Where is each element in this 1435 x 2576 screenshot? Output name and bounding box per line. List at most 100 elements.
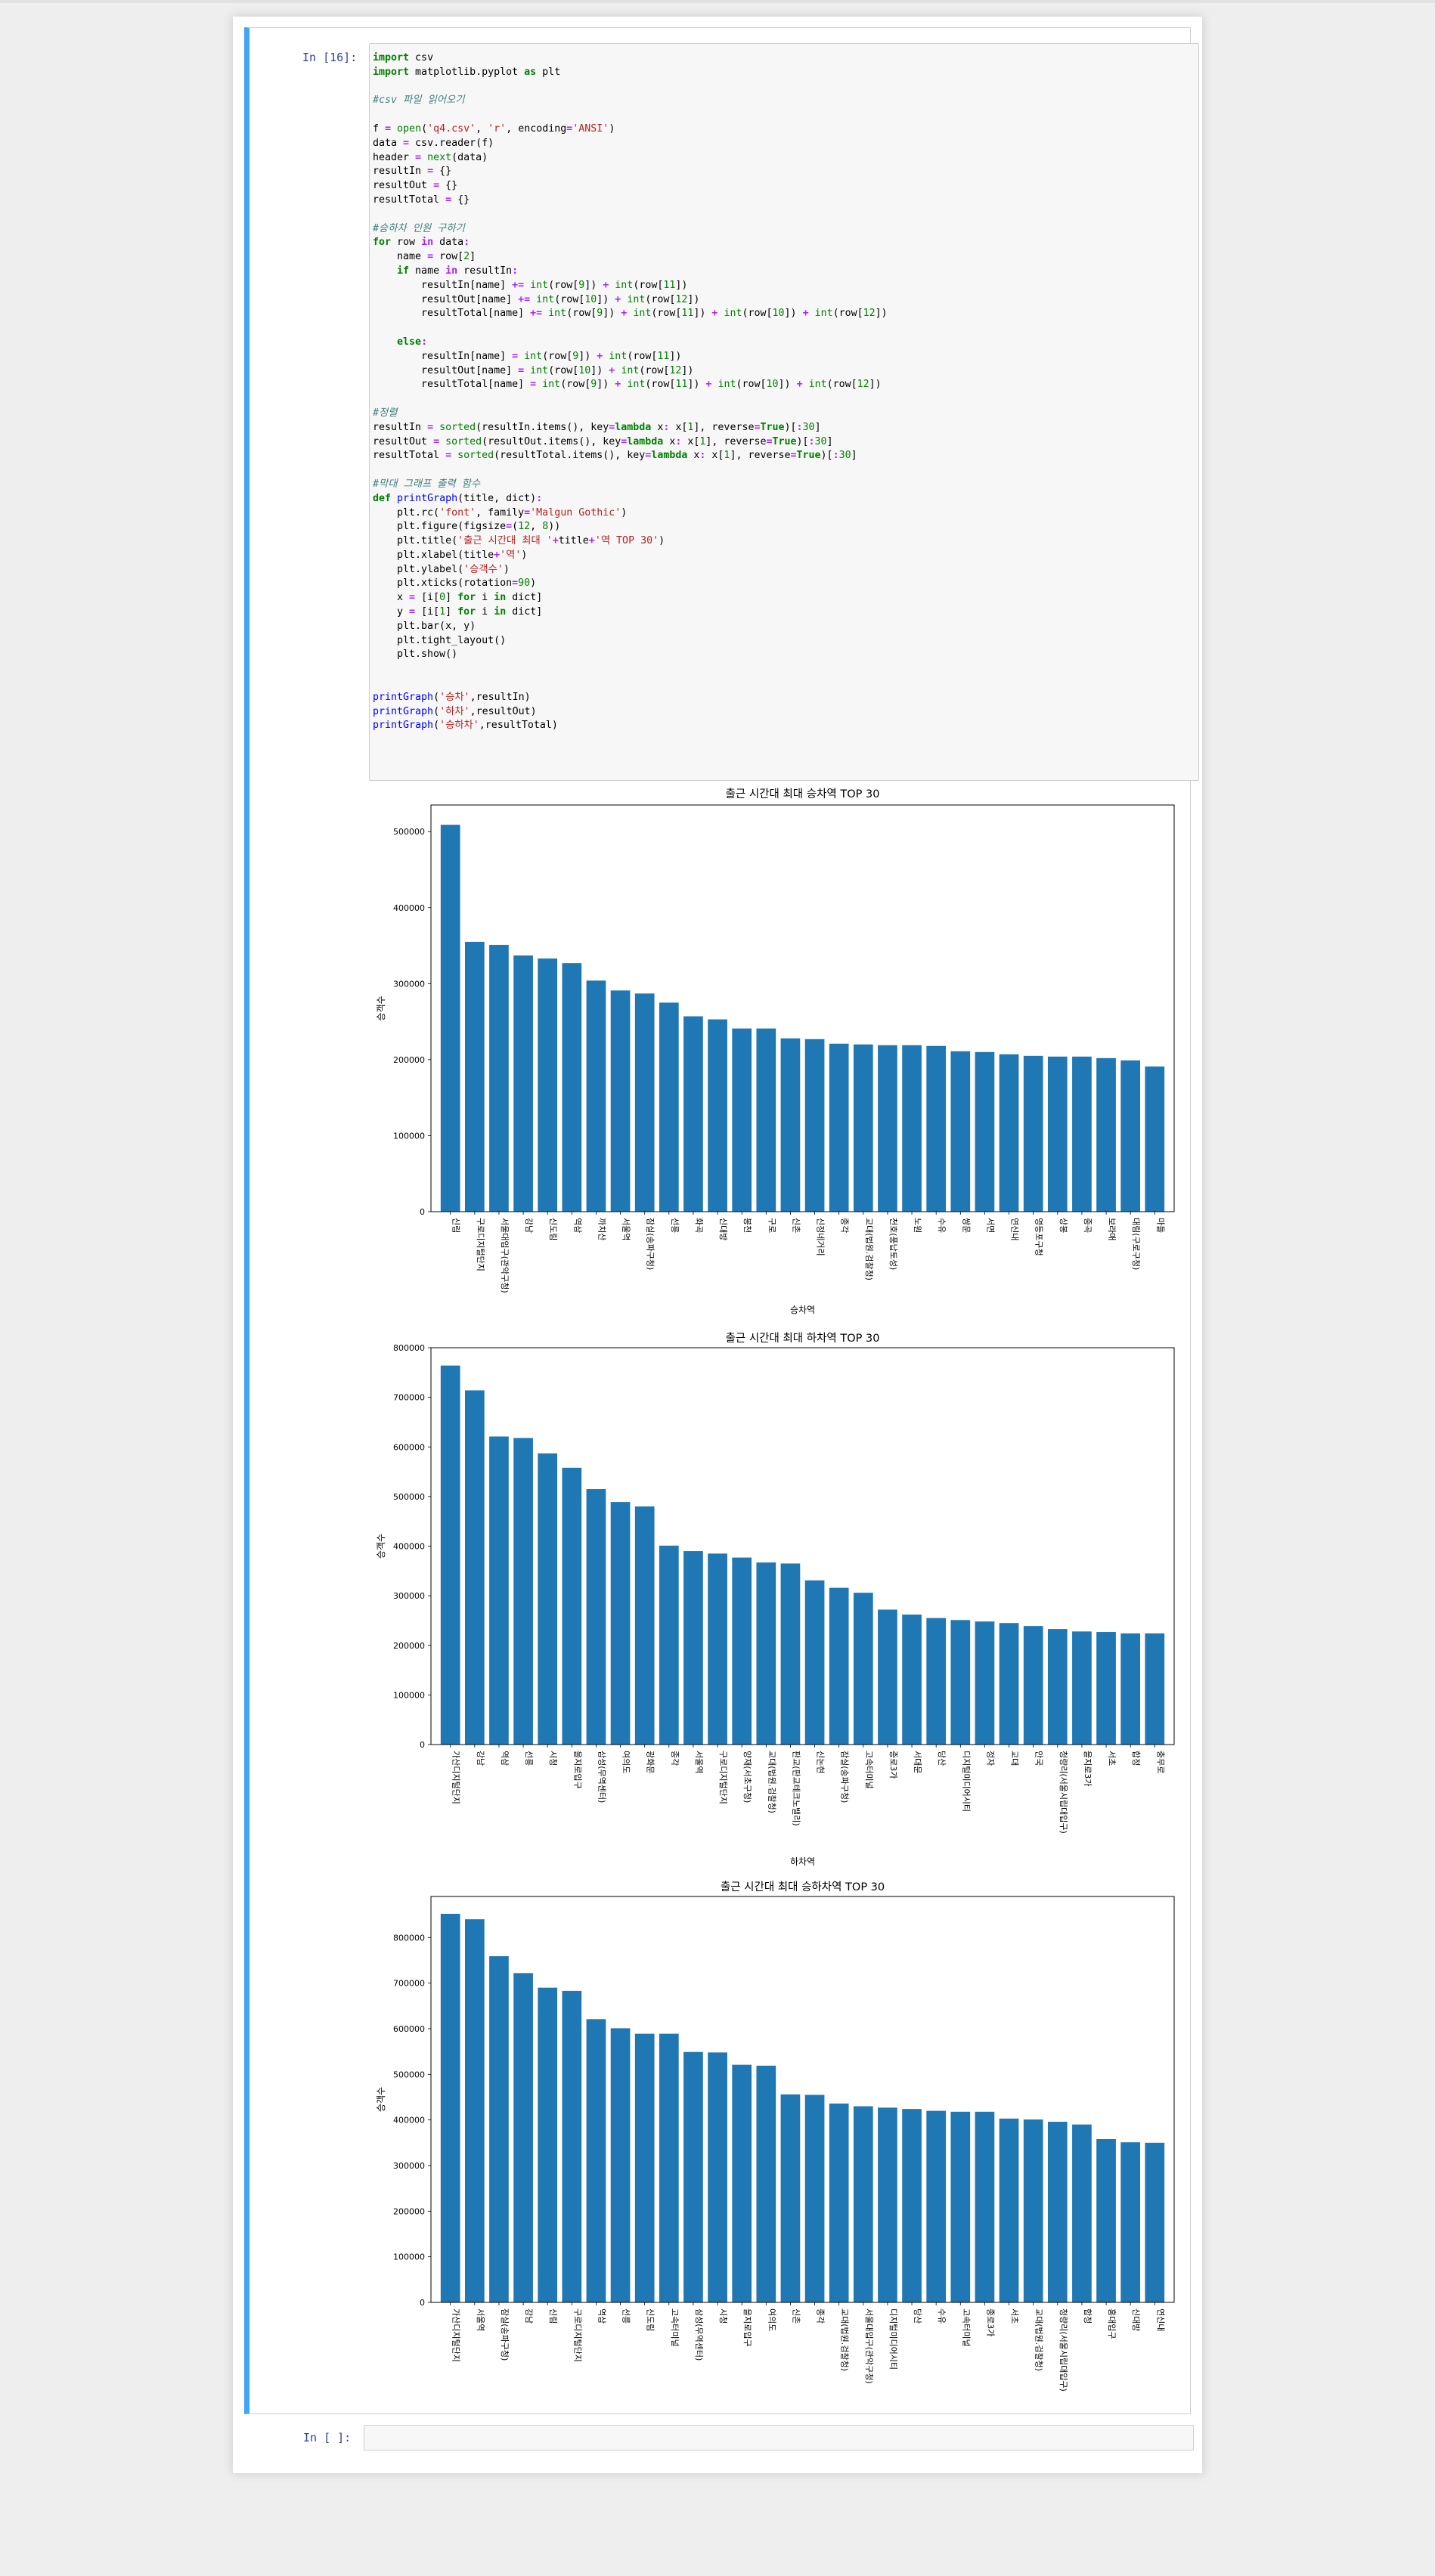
bar [1145,1633,1165,1745]
code-cell-selected[interactable]: In [16]: import csv import matplotlib.py… [244,27,1199,2438]
bar [902,1045,922,1212]
bar [975,1621,995,1745]
y-tick-label: 500000 [393,1492,425,1502]
x-tick-label: 서초 [1010,2308,1020,2324]
bar [683,1551,703,1745]
x-tick-label: 선릉 [670,1218,680,1233]
bar [878,1609,897,1745]
y-axis-label: 승객수 [376,995,386,1020]
plot-frame [430,1896,1175,2303]
x-tick-label: 대림(구로구청) [1131,1218,1141,1270]
bar [683,1016,703,1212]
bar-chart-boarding: 출근 시간대 최대 승차역 TOP 30 신림 구로디지털단지 서울대입구(관악구청)… [376,788,1175,1315]
x-tick-label: 여의도 [767,2308,776,2331]
bar [586,1489,606,1745]
bar [489,1436,509,1745]
bar [513,1973,533,2302]
bar [902,1615,922,1745]
bar [1096,1057,1116,1212]
x-tick-label: 구로디지털단지 [718,1751,728,1804]
y-axis-label: 승객수 [376,1534,386,1559]
bar [999,2118,1019,2302]
x-tick-label: 양재(서초구청) [742,1751,752,1803]
bar [926,2110,947,2302]
bar [634,993,655,1212]
x-tick-label: 구로 [767,1218,776,1233]
bar [464,1390,485,1745]
y-tick-label: 700000 [393,1393,425,1403]
x-tick-label: 선릉 [524,1751,534,1766]
bar [538,1453,558,1745]
bar [538,958,558,1212]
x-tick-label: 구로디지털단지 [476,1218,485,1271]
bar [829,1043,849,1212]
bar [440,825,460,1212]
bar [708,2052,727,2302]
y-tick-label: 300000 [393,979,425,989]
x-tick-label: 잠실(송파구청) [840,1751,850,1803]
code-editor[interactable]: import csv import matplotlib.pyplot as p… [373,52,888,732]
x-tick-label: 강남 [524,1218,534,1233]
bar [950,2111,971,2302]
bar [756,2065,776,2302]
x-tick-label: 종로3가 [985,2308,995,2336]
x-tick-label: 서울대입구(관악구청) [864,2308,874,2384]
bar [538,1987,558,2302]
code-input-area-empty[interactable] [364,2425,1194,2451]
bar [829,2103,849,2302]
bar-chart-alighting: 출근 시간대 최대 하차역 TOP 30 가산디지털단지 강남 역삼 선릉 시청 을지로입구… [376,1332,1175,1867]
x-tick-label: 연신내 [1010,1218,1020,1240]
bar [780,2094,801,2302]
x-tick-label: 청량리(서울시립대입구) [1058,1751,1068,1834]
x-tick-label: 강남 [476,1751,485,1766]
bar [1096,1632,1116,1745]
x-tick-label: 서울역 [476,2308,485,2331]
y-tick-label: 100000 [393,1690,425,1700]
bar [853,1593,873,1745]
x-tick-label: 디지털미디어시티 [888,2308,898,2370]
bar [999,1054,1019,1212]
x-tick-label: 당산 [937,1751,947,1766]
x-tick-label: 수유 [937,2308,947,2324]
bar [586,2019,606,2302]
y-tick-label: 0 [420,2298,425,2308]
x-tick-label: 서울역 [621,1218,631,1240]
x-tick-label: 고속터미널 [961,2308,971,2347]
y-tick-label: 400000 [393,903,425,913]
browser-top-edge [0,0,1435,3]
bar [732,1028,752,1212]
x-tick-label: 시청 [718,2308,728,2324]
bar [780,1563,801,1745]
bar [756,1562,776,1745]
x-tick-label: 당산 [913,2308,922,2324]
bar [853,2106,873,2302]
bar [853,1044,873,1212]
y-tick-label: 400000 [393,2116,425,2126]
x-tick-label: 삼성(무역센터) [597,1751,606,1803]
bar [562,1990,582,2302]
bar [999,1623,1019,1745]
y-tick-label: 0 [420,1207,425,1217]
bar [1072,1056,1092,1212]
y-tick-label: 100000 [393,2252,425,2262]
x-axis-label: 승차역 [790,1305,815,1315]
bar [926,1045,947,1212]
bar [804,1039,825,1212]
empty-code-cell[interactable]: In [ ]: [244,2425,1194,2461]
x-tick-label: 역삼 [597,2308,606,2324]
x-tick-label: 신논현 [816,1751,826,1773]
bar [804,2095,825,2302]
cell-prompt: In [16]: [302,51,358,64]
x-tick-label: 교대(법원.검찰청) [767,1751,776,1813]
bar [610,2028,631,2302]
x-tick-label: 가산디지털단지 [451,1751,461,1804]
x-tick-label: 봉천 [742,1218,753,1233]
y-tick-label: 600000 [393,1442,425,1452]
x-tick-label: 화곡 [694,1218,704,1233]
code-input-area[interactable]: import csv import matplotlib.pyplot as p… [369,43,1199,781]
bar [513,955,533,1212]
y-tick-label: 0 [420,1740,425,1750]
chart-title: 출근 시간대 최대 승하차역 TOP 30 [721,1881,885,1893]
x-tick-label: 신정네거리 [816,1218,826,1256]
bar [1120,1633,1141,1745]
